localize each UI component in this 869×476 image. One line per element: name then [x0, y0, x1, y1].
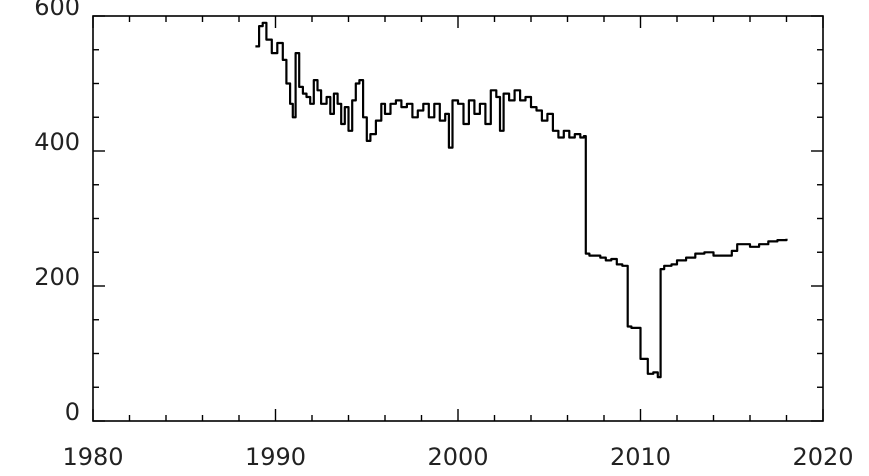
chart-title-fragment: " [318, 0, 328, 16]
x-tick-label: 2000 [427, 443, 488, 471]
series-line [255, 21, 788, 379]
plot-frame [92, 15, 824, 422]
x-tick-label: 2020 [792, 443, 853, 471]
x-tick-label: 1980 [62, 443, 123, 471]
x-tick-label: 2010 [610, 443, 671, 471]
y-tick-label: 200 [34, 263, 80, 291]
y-tick-label: 600 [34, 0, 80, 21]
axis-tick-labels: 1980 1990 2000 2010 2020 0 200 400 600 [34, 0, 853, 471]
y-tick-label: 400 [34, 128, 80, 156]
y-tick-label: 0 [65, 398, 80, 426]
axis-ticks [92, 15, 824, 422]
x-tick-label: 1990 [245, 443, 306, 471]
